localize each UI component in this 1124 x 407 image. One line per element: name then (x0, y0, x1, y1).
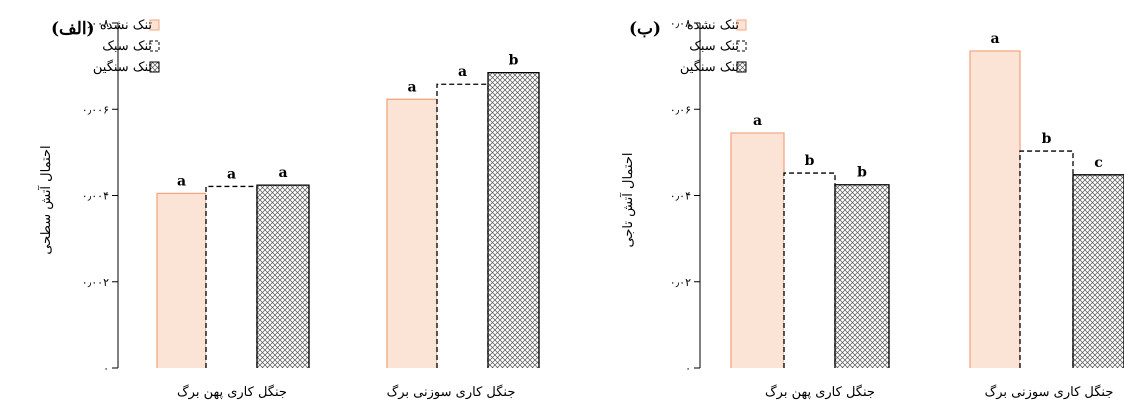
legend: تنک نشده تنک سبک تنک سنگین (93, 18, 160, 75)
y-axis-title: احتمال آتش سطحی (37, 145, 54, 254)
significance-letter: a (177, 173, 186, 189)
legend-label: تنک سنگین (680, 59, 740, 75)
y-axis-title: احتمال آتش تاجی (619, 152, 636, 247)
bar-light-thinning-fill (784, 173, 835, 368)
bar-unthinned-fill (970, 51, 1020, 368)
significance-letter: a (990, 31, 999, 47)
panel-surface-fire: ۰ ۰٫۰۰۲ ۰٫۰۰۴ ۰٫۰۰۶ ۰٫۰۰۸(الف) احتمال آتش سطح… (37, 17, 540, 400)
bar-heavy-thinning (834, 184, 890, 368)
y-tick-label: ۰٫۰۰۲ (82, 276, 109, 289)
significance-letter: b (857, 165, 867, 181)
significance-letter: c (1094, 155, 1103, 171)
significance-letter: a (753, 113, 762, 129)
x-category-label: جنگل کاری پهن برگ (177, 384, 287, 400)
x-category-label: جنگل کاری سوزنی برگ (387, 384, 516, 400)
y-tick-label: ۰٫۰۶ (670, 103, 691, 116)
panel-label: (الف) (51, 19, 95, 39)
y-tick-label: ۰٫۰۰۴ (82, 190, 109, 203)
legend-label: تنک نشده (100, 18, 153, 33)
legend-swatch (736, 19, 747, 31)
bar-light-thinning (783, 172, 836, 368)
bar-heavy-thinning-fill (1073, 174, 1124, 368)
legend-swatch (149, 61, 160, 73)
bar-heavy-thinning-fill (488, 72, 539, 368)
significance-letter: b (805, 153, 815, 169)
legend-swatch (149, 19, 160, 31)
legend-label: تنک سبک (102, 39, 152, 54)
bar-unthinned-fill (157, 193, 206, 368)
legend-label: تنک نشده (687, 18, 740, 33)
legend-swatch (736, 61, 747, 73)
bar-heavy-thinning (487, 71, 540, 368)
bar-unthinned-fill (731, 132, 784, 368)
significance-letter: a (458, 64, 467, 80)
y-tick-label: ۰٫۰۴ (670, 190, 691, 203)
bar-heavy-thinning-fill (257, 185, 309, 368)
significance-letter: b (509, 53, 519, 69)
y-tick-label: ۰٫۰۲ (670, 276, 691, 289)
x-category-label: جنگل کاری سوزنی برگ (985, 384, 1114, 400)
y-tick-label: ۰٫۰۰۸ (82, 17, 109, 30)
bar-heavy-thinning (1072, 174, 1124, 368)
y-tick-label: ۰٫۰۸ (670, 17, 691, 30)
y-tick-label: ۰٫۰۰۶ (82, 103, 109, 116)
x-category-label: جنگل کاری پهن برگ (765, 384, 875, 400)
bar-heavy-thinning-fill (835, 184, 889, 368)
legend-swatch (736, 40, 747, 52)
legend: تنک نشده تنک سبک تنک سنگین (680, 18, 747, 75)
legend-swatch (149, 40, 160, 52)
y-tick-label: ۰ (685, 362, 691, 375)
significance-letter: a (278, 165, 287, 181)
panel-crown-fire: ۰ ۰٫۰۲ ۰٫۰۴ ۰٫۰۶ ۰٫۰۸ (ب) احتمال آتش تاجی a b b جن… (619, 17, 1124, 400)
bar-light-thinning-fill (1020, 151, 1073, 368)
significance-letter: a (407, 79, 416, 95)
legend-label: تنک سنگین (93, 59, 153, 75)
bar-unthinned-fill (387, 99, 437, 369)
bar-light-thinning-fill (437, 84, 488, 369)
significance-letter: b (1042, 131, 1052, 147)
legend-label: تنک سبک (689, 39, 739, 54)
significance-letter: a (227, 166, 236, 182)
bar-heavy-thinning (256, 184, 310, 368)
panel-label: (ب) (629, 19, 661, 39)
bar-light-thinning-fill (206, 186, 257, 368)
y-tick-label: ۰ (103, 362, 109, 375)
